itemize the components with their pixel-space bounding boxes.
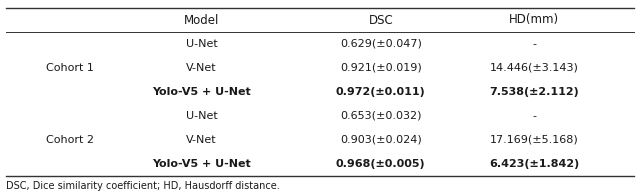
Text: DSC: DSC: [369, 14, 393, 27]
Text: 0.629(±0.047): 0.629(±0.047): [340, 39, 422, 49]
Text: -: -: [532, 39, 536, 49]
Text: Cohort 2: Cohort 2: [47, 135, 95, 145]
Text: 7.538(±2.112): 7.538(±2.112): [490, 87, 579, 97]
Text: 0.968(±0.005): 0.968(±0.005): [336, 159, 426, 169]
Text: V-Net: V-Net: [186, 135, 217, 145]
Text: V-Net: V-Net: [186, 63, 217, 73]
Text: 0.972(±0.011): 0.972(±0.011): [336, 87, 426, 97]
Text: 0.921(±0.019): 0.921(±0.019): [340, 63, 422, 73]
Text: U-Net: U-Net: [186, 39, 218, 49]
Text: 6.423(±1.842): 6.423(±1.842): [489, 159, 580, 169]
Text: 14.446(±3.143): 14.446(±3.143): [490, 63, 579, 73]
Text: -: -: [532, 111, 536, 121]
Text: Model: Model: [184, 14, 220, 27]
Text: U-Net: U-Net: [186, 111, 218, 121]
Text: Cohort 1: Cohort 1: [47, 63, 94, 73]
Text: Yolo-V5 + U-Net: Yolo-V5 + U-Net: [152, 159, 251, 169]
Text: Yolo-V5 + U-Net: Yolo-V5 + U-Net: [152, 87, 251, 97]
Text: 0.653(±0.032): 0.653(±0.032): [340, 111, 422, 121]
Text: DSC, Dice similarity coefficient; HD, Hausdorff distance.: DSC, Dice similarity coefficient; HD, Ha…: [6, 181, 280, 191]
Text: HD(mm): HD(mm): [509, 14, 559, 27]
Text: 0.903(±0.024): 0.903(±0.024): [340, 135, 422, 145]
Text: 17.169(±5.168): 17.169(±5.168): [490, 135, 579, 145]
